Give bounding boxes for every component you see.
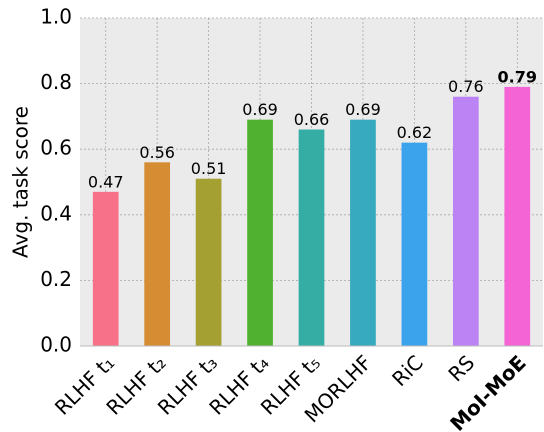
value-label: 0.47 — [88, 172, 124, 191]
value-label: 0.56 — [139, 143, 175, 162]
bar — [504, 86, 531, 346]
bar — [247, 119, 273, 347]
y-axis-label: Avg. task score — [9, 106, 33, 258]
bar — [401, 142, 428, 346]
x-tick-label: RiC — [387, 350, 428, 391]
x-tick-label: RS — [443, 350, 479, 386]
bar — [298, 129, 325, 346]
bar — [92, 191, 119, 346]
y-tick-label: 0.0 — [40, 333, 72, 357]
y-tick-label: 0.8 — [40, 70, 72, 94]
bar — [350, 119, 376, 347]
value-label: 0.51 — [191, 159, 227, 178]
y-tick-label: 0.6 — [40, 136, 72, 160]
value-label: 0.69 — [345, 100, 381, 119]
value-label: 0.62 — [397, 123, 433, 142]
value-label: 0.76 — [448, 77, 484, 96]
y-tick-label: 0.2 — [40, 267, 72, 291]
bar — [144, 162, 171, 346]
value-label: 0.79 — [498, 67, 537, 86]
y-tick-label: 1.0 — [40, 5, 72, 29]
value-label: 0.69 — [242, 100, 278, 119]
bar — [452, 96, 479, 346]
bar — [195, 178, 222, 346]
value-label: 0.66 — [294, 110, 330, 129]
y-tick-label: 0.4 — [40, 201, 72, 225]
